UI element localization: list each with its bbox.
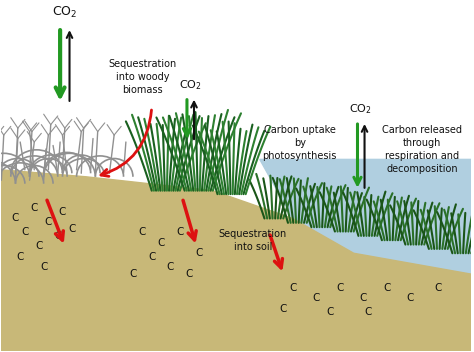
Text: C: C (68, 224, 75, 234)
Text: C: C (327, 307, 334, 318)
Text: C: C (359, 294, 367, 303)
Polygon shape (1, 170, 471, 351)
Text: CO$_2$: CO$_2$ (349, 102, 372, 116)
Text: C: C (406, 294, 414, 303)
Text: C: C (12, 214, 19, 224)
Text: C: C (336, 283, 343, 293)
Text: CO$_2$: CO$_2$ (179, 78, 201, 92)
Text: C: C (35, 241, 43, 251)
Text: Carbon uptake
by
photosynthesis: Carbon uptake by photosynthesis (263, 125, 337, 161)
Text: C: C (54, 231, 62, 241)
Text: C: C (167, 262, 174, 272)
Text: C: C (157, 238, 165, 248)
Polygon shape (260, 159, 471, 274)
Text: C: C (138, 227, 146, 237)
Text: C: C (17, 252, 24, 262)
Text: C: C (289, 283, 296, 293)
Text: C: C (21, 227, 28, 237)
Text: C: C (148, 252, 155, 262)
Text: C: C (31, 203, 38, 213)
Text: C: C (176, 227, 183, 237)
Text: C: C (435, 283, 442, 293)
Text: C: C (312, 294, 320, 303)
Text: Carbon released
through
respiration and
decomposition: Carbon released through respiration and … (382, 125, 462, 174)
Text: Sequestration
into soil: Sequestration into soil (219, 229, 287, 252)
Text: C: C (186, 269, 193, 279)
Text: C: C (383, 283, 390, 293)
Text: Sequestration
into woody
biomass: Sequestration into woody biomass (108, 58, 176, 95)
Text: C: C (129, 269, 137, 279)
Text: C: C (364, 307, 372, 318)
Text: CO$_2$: CO$_2$ (52, 5, 77, 20)
Text: C: C (40, 262, 47, 272)
Text: C: C (280, 304, 287, 314)
Text: C: C (59, 207, 66, 216)
Text: C: C (45, 217, 52, 227)
Text: C: C (195, 248, 202, 258)
